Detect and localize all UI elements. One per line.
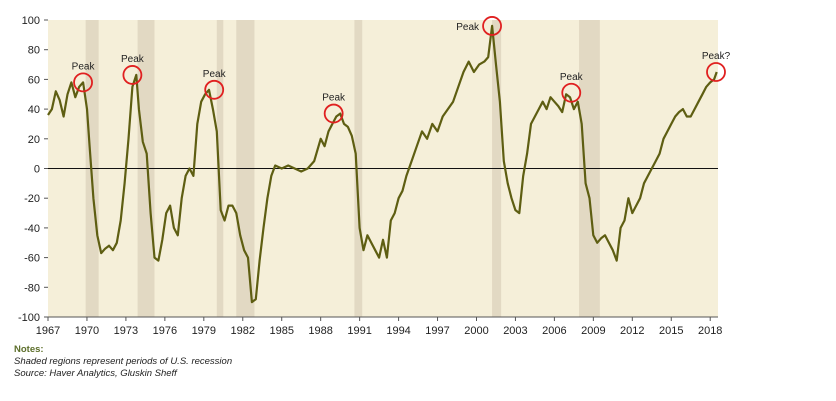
plot-area: Peak Peak Peak Peak Peak Peak Peak?	[47, 16, 731, 317]
y-tick-label-9: -80	[24, 282, 40, 294]
y-tick-label-7: -40	[24, 223, 40, 235]
y-tick-label-5: 0	[34, 164, 40, 176]
x-tick-label-11: 2000	[464, 325, 488, 337]
peak-circle-5	[561, 82, 582, 103]
chart: Peak Peak Peak Peak Peak Peak Peak? 100 80 60 40 2…	[18, 15, 731, 337]
x-tick-label-0: 1967	[36, 325, 60, 337]
peak-circle-3	[323, 103, 344, 124]
x-tick-label-17: 2018	[698, 325, 722, 337]
notes-recession-note: Shaded regions represent periods of U.S.…	[14, 356, 233, 367]
peak-circle-0	[73, 72, 93, 93]
peak-circle-4	[482, 16, 502, 36]
x-tick-label-9: 1994	[386, 325, 410, 337]
peak-label-4: Peak	[456, 22, 480, 33]
x-tick-label-10: 1997	[425, 325, 449, 337]
series-line-0	[47, 24, 718, 304]
x-tick-label-3: 1976	[153, 325, 177, 337]
x-tick-label-2: 1973	[114, 325, 138, 337]
x-tick-label-14: 2009	[581, 325, 605, 337]
x-tick-label-7: 1988	[308, 325, 332, 337]
x-tick-label-16: 2015	[659, 325, 683, 337]
x-tick-label-12: 2003	[503, 325, 527, 337]
peak-circle-1	[122, 65, 143, 85]
x-tick-label-1: 1970	[75, 325, 99, 337]
y-tick-label-3: 40	[28, 104, 40, 116]
y-tick-label-1: 80	[28, 45, 40, 57]
y-tick-label-6: -20	[24, 193, 40, 205]
y-tick-label-4: 20	[28, 134, 40, 146]
peak-label-0: Peak	[72, 61, 96, 72]
x-tick-label-15: 2012	[620, 325, 644, 337]
peak-label-3: Peak	[322, 93, 346, 104]
x-tick-label-6: 1985	[269, 325, 293, 337]
y-tick-label-8: -60	[24, 253, 40, 265]
x-tick-label-5: 1982	[231, 325, 255, 337]
y-tick-label-2: 60	[28, 74, 40, 86]
x-tick-label-13: 2006	[542, 325, 566, 337]
y-tick-label-0: 100	[22, 15, 40, 27]
peak-label-6: Peak?	[702, 51, 731, 62]
peak-label-2: Peak	[203, 69, 227, 80]
peak-label-5: Peak	[560, 72, 584, 83]
x-tick-label-4: 1979	[192, 325, 216, 337]
notes-source: Source: Haver Analytics, Gluskin Sheff	[14, 368, 177, 379]
x-tick-label-8: 1991	[347, 325, 371, 337]
peak-label-1: Peak	[121, 54, 145, 65]
notes: Notes: Shaded regions represent periods …	[14, 344, 232, 380]
y-tick-label-10: -100	[18, 312, 40, 324]
peak-circle-2	[204, 79, 225, 100]
notes-heading: Notes:	[14, 344, 44, 355]
peak-circle-6	[706, 62, 726, 82]
